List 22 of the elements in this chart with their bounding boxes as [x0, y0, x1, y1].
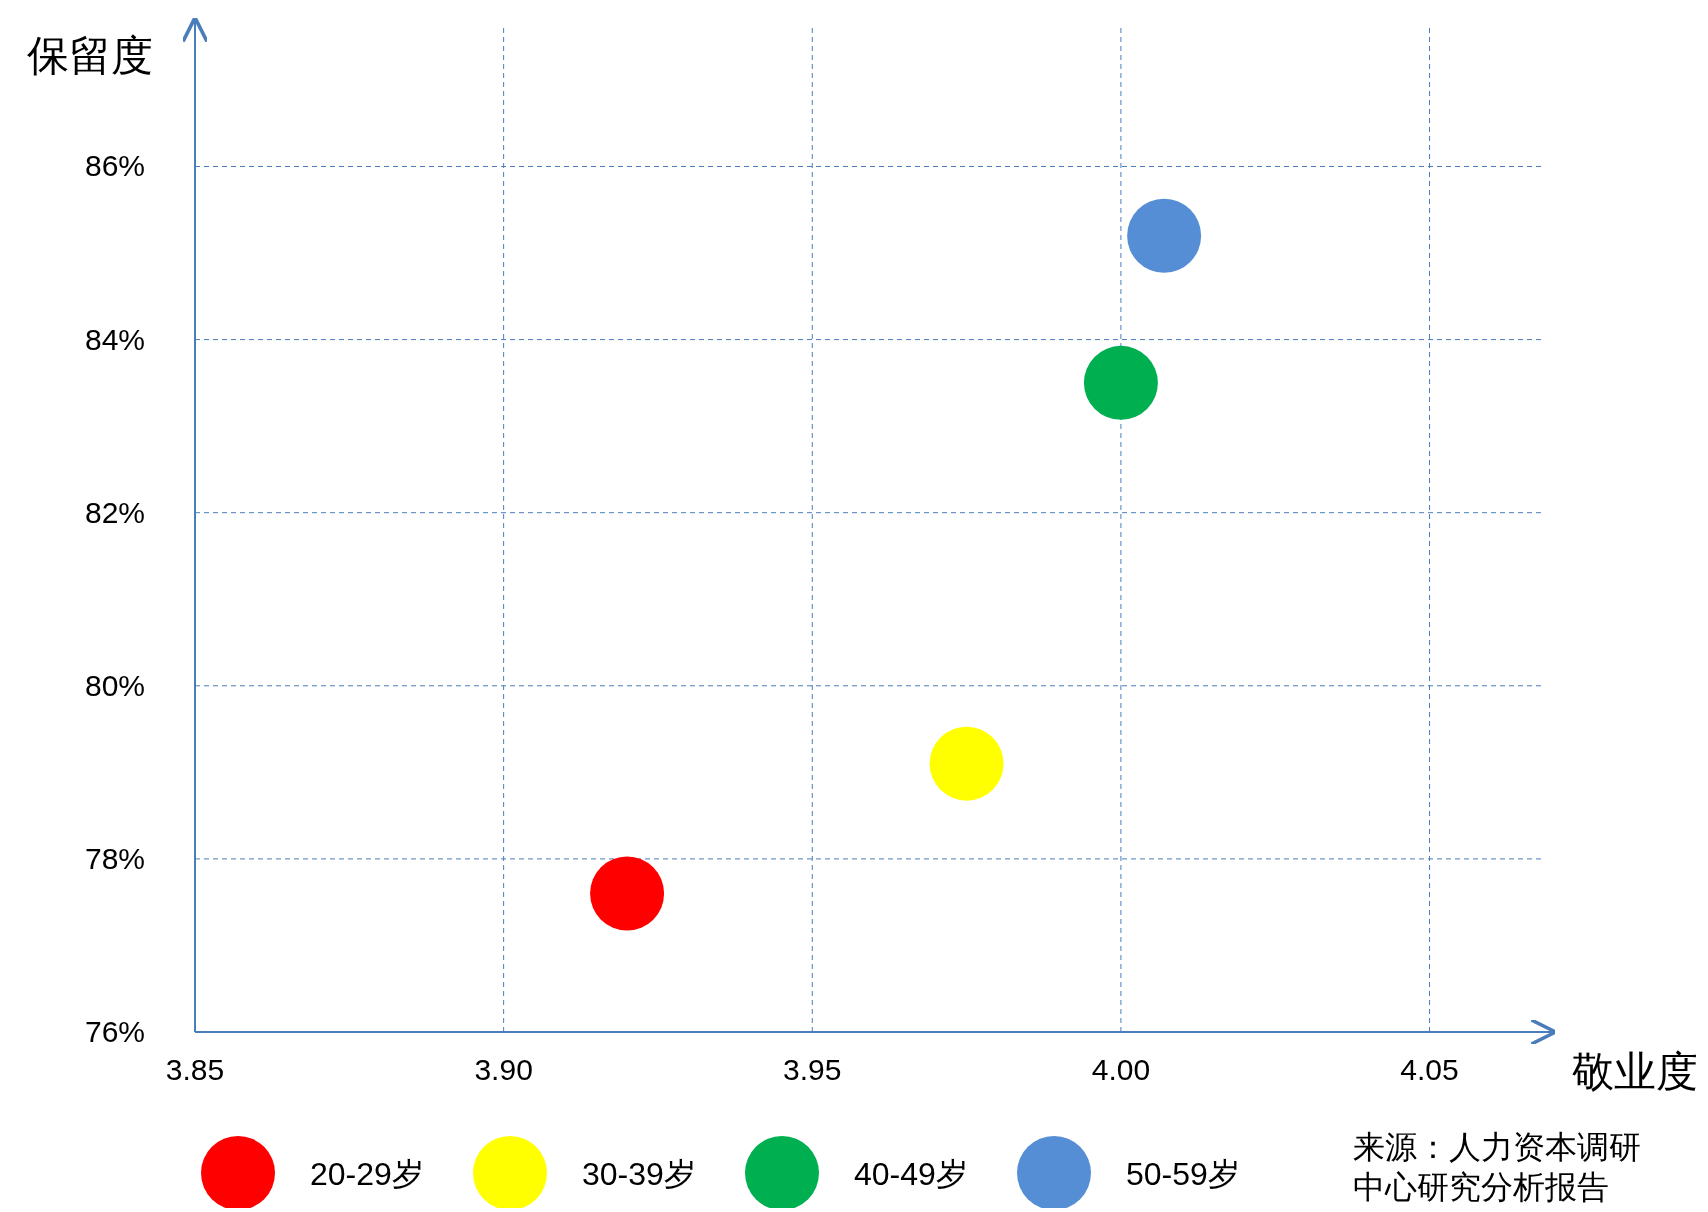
point	[929, 726, 1004, 801]
y-tick-label: 84%	[84, 322, 146, 356]
y-tick-label: 80%	[84, 668, 146, 702]
x-axis-title: 敬业度	[1572, 1048, 1698, 1095]
legend-label: 20-29岁	[310, 1156, 424, 1192]
x-tick-label: 4.05	[1400, 1053, 1459, 1086]
source-note: 来源：人力资本调研中心研究分析报告	[1353, 1129, 1641, 1205]
legend-label: 30-39岁	[582, 1156, 696, 1192]
point	[590, 856, 665, 931]
point	[1127, 198, 1202, 273]
point	[1083, 345, 1158, 420]
x-tick-label: 4.00	[1091, 1053, 1151, 1086]
x-tick-label: 3.85	[165, 1053, 225, 1086]
legend-label: 50-59岁	[1126, 1156, 1240, 1192]
y-tick-label: 78%	[84, 841, 146, 875]
y-tick-label: 86%	[84, 149, 146, 183]
y-tick-label: 82%	[84, 495, 146, 529]
x-tick-label: 3.90	[474, 1053, 533, 1086]
x-tick-label: 3.95	[783, 1053, 842, 1086]
y-tick-label: 76%	[84, 1015, 146, 1048]
legend-label: 40-49岁	[854, 1156, 968, 1192]
y-axis-title: 保留度	[27, 32, 153, 79]
